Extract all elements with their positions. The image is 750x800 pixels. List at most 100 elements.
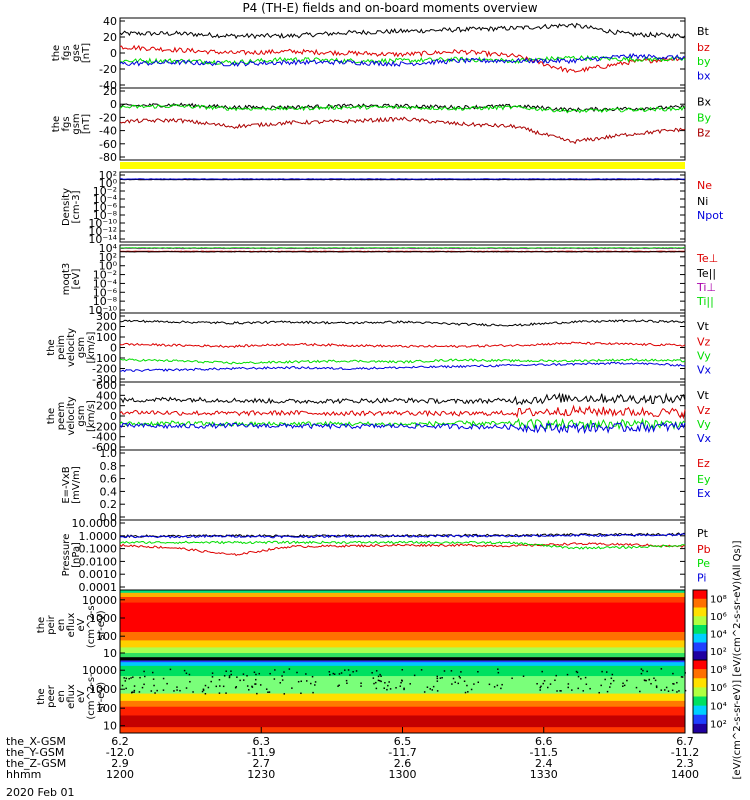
x-tick-label: 1400 [671,768,699,781]
series-line-Pi [119,533,686,539]
series-line-Pe [119,540,686,550]
spectrogram-speckle [626,679,628,682]
legend-Pe: Pe [697,557,710,570]
spectrogram-speckle [622,685,624,687]
spectrogram-speckle [375,681,377,684]
y-axis-label-line: [mV/m] [71,466,82,504]
spectrogram-speckle [458,675,461,678]
spectrogram-speckle [253,671,256,674]
spectrogram-speckle [403,688,405,691]
spectrogram-speckle [210,680,212,683]
spectrogram-speckle [347,669,350,671]
spectrogram-speckle [463,680,466,682]
spectrogram-speckle [500,687,502,690]
spectrogram-speckle [234,686,237,689]
spectrogram-speckle [655,686,658,689]
spectrogram-speckle [360,685,362,687]
y-axis-label: the fgs gsm [nT] [51,113,92,134]
y-tick-label: 0 [110,410,117,423]
y-axis-label-line: peir [46,614,57,634]
y-axis-label-line: the [36,688,47,704]
y-tick-label: -60 [99,138,117,151]
spectrogram-speckle [225,670,227,672]
spectrogram-speckle [173,690,175,692]
spectrogram-speckle [211,672,214,674]
x-tick-label: -12.0 [106,746,134,759]
x-tick-label: -11.5 [530,746,558,759]
spectrogram-speckle [395,687,397,689]
panel-frame [119,381,686,451]
y-axis-label-line: eflux [66,613,77,638]
spectrogram-speckle [464,691,467,694]
spectrogram-speckle [567,686,569,689]
colorbar-units: [eV/(cm^2-s-sr-eV)] [eV/(cm^2-s-sr-eV)(A… [732,540,743,779]
y-tick-label: 10⁻⁶ [93,201,118,214]
series-line-Vz [119,404,686,420]
spectrogram-speckle [575,670,578,673]
spectrogram-speckle [380,680,382,683]
spectrogram-speckle [580,678,582,680]
spectrogram-speckle [501,683,503,686]
y-axis-label-line: [cm-3] [71,190,82,223]
legend-bx: bx [697,70,711,83]
spectrogram-speckle [239,679,241,682]
spectrogram-speckle [571,689,573,691]
y-tick-label: 40 [103,15,117,28]
spectrogram-speckle [202,688,205,691]
spectrogram-speckle [377,679,380,682]
spectrogram-speckle [379,679,381,682]
series-line-by [119,54,686,65]
spectrogram-speckle [646,670,648,673]
spectrogram-speckle [610,682,612,685]
series-line-Vy [119,358,686,365]
legend-Ne: Ne [697,179,712,192]
colorbar-segment [693,616,707,626]
spectrogram-speckle [549,683,552,685]
spectrogram-speckle [605,671,608,673]
y-axis-label-line: [nT] [81,43,92,63]
spectrogram-speckle [371,672,373,674]
spectrogram-speckle [645,679,647,682]
spectrogram-speckle [387,684,389,687]
legend-Vx: Vx [697,364,712,377]
spectrogram-speckle [542,682,545,685]
spectrogram-speckle [255,678,257,681]
legend-Te⊥: Te⊥ [696,252,718,265]
y-tick-label: 100 [96,331,117,344]
spectrogram-speckle [386,688,388,691]
y-axis-label-line: peim [56,335,67,360]
spectrogram-speckle [539,686,542,689]
spectrogram-speckle [166,682,168,685]
spectrogram-speckle [477,681,480,684]
spectrogram-speckle [360,682,362,684]
spectrogram-speckle [639,690,641,693]
y-tick-label: 10.0000 [72,517,118,530]
spectrogram-speckle [470,688,473,691]
spectrogram-speckle [143,670,145,673]
y-tick-label: 10⁻¹⁰ [88,217,117,230]
legend-Vx: Vx [697,432,712,445]
spectrogram-speckle [443,670,446,672]
spectrogram-band [120,653,685,658]
panel-peer_spectrogram: 10000 1000 100 10 10⁸ 10⁶ 10⁴ 10² the peer en eflux… [36,659,727,734]
y-tick-label: 10000 [82,594,117,607]
legend-Vy: Vy [697,418,711,431]
spectrogram-speckle [401,680,403,682]
spectrogram-speckle [192,691,194,693]
y-tick-label: 10000 [82,664,117,677]
spectrogram-speckle [121,684,124,687]
y-axis-label: the peer en eflux eV (cm^2-s-sr-eV) [36,673,107,720]
spectrogram-speckle [312,691,314,694]
y-tick-label: -20 [99,63,117,76]
legend-Ez: Ez [697,457,710,470]
y-tick-label: 10⁻⁴ [93,277,118,290]
x-tick-label: 2.7 [253,757,271,770]
spectrogram-speckle [466,684,468,687]
colorbar-segment [693,723,707,734]
legend-Bx: Bx [697,95,712,108]
y-axis-label-line: (cm^2-s- [86,673,97,720]
spectrogram-band [120,662,685,667]
spectrogram-speckle [291,687,293,689]
y-tick-label: 0.2 [100,498,118,511]
spectrogram-speckle [672,672,674,675]
